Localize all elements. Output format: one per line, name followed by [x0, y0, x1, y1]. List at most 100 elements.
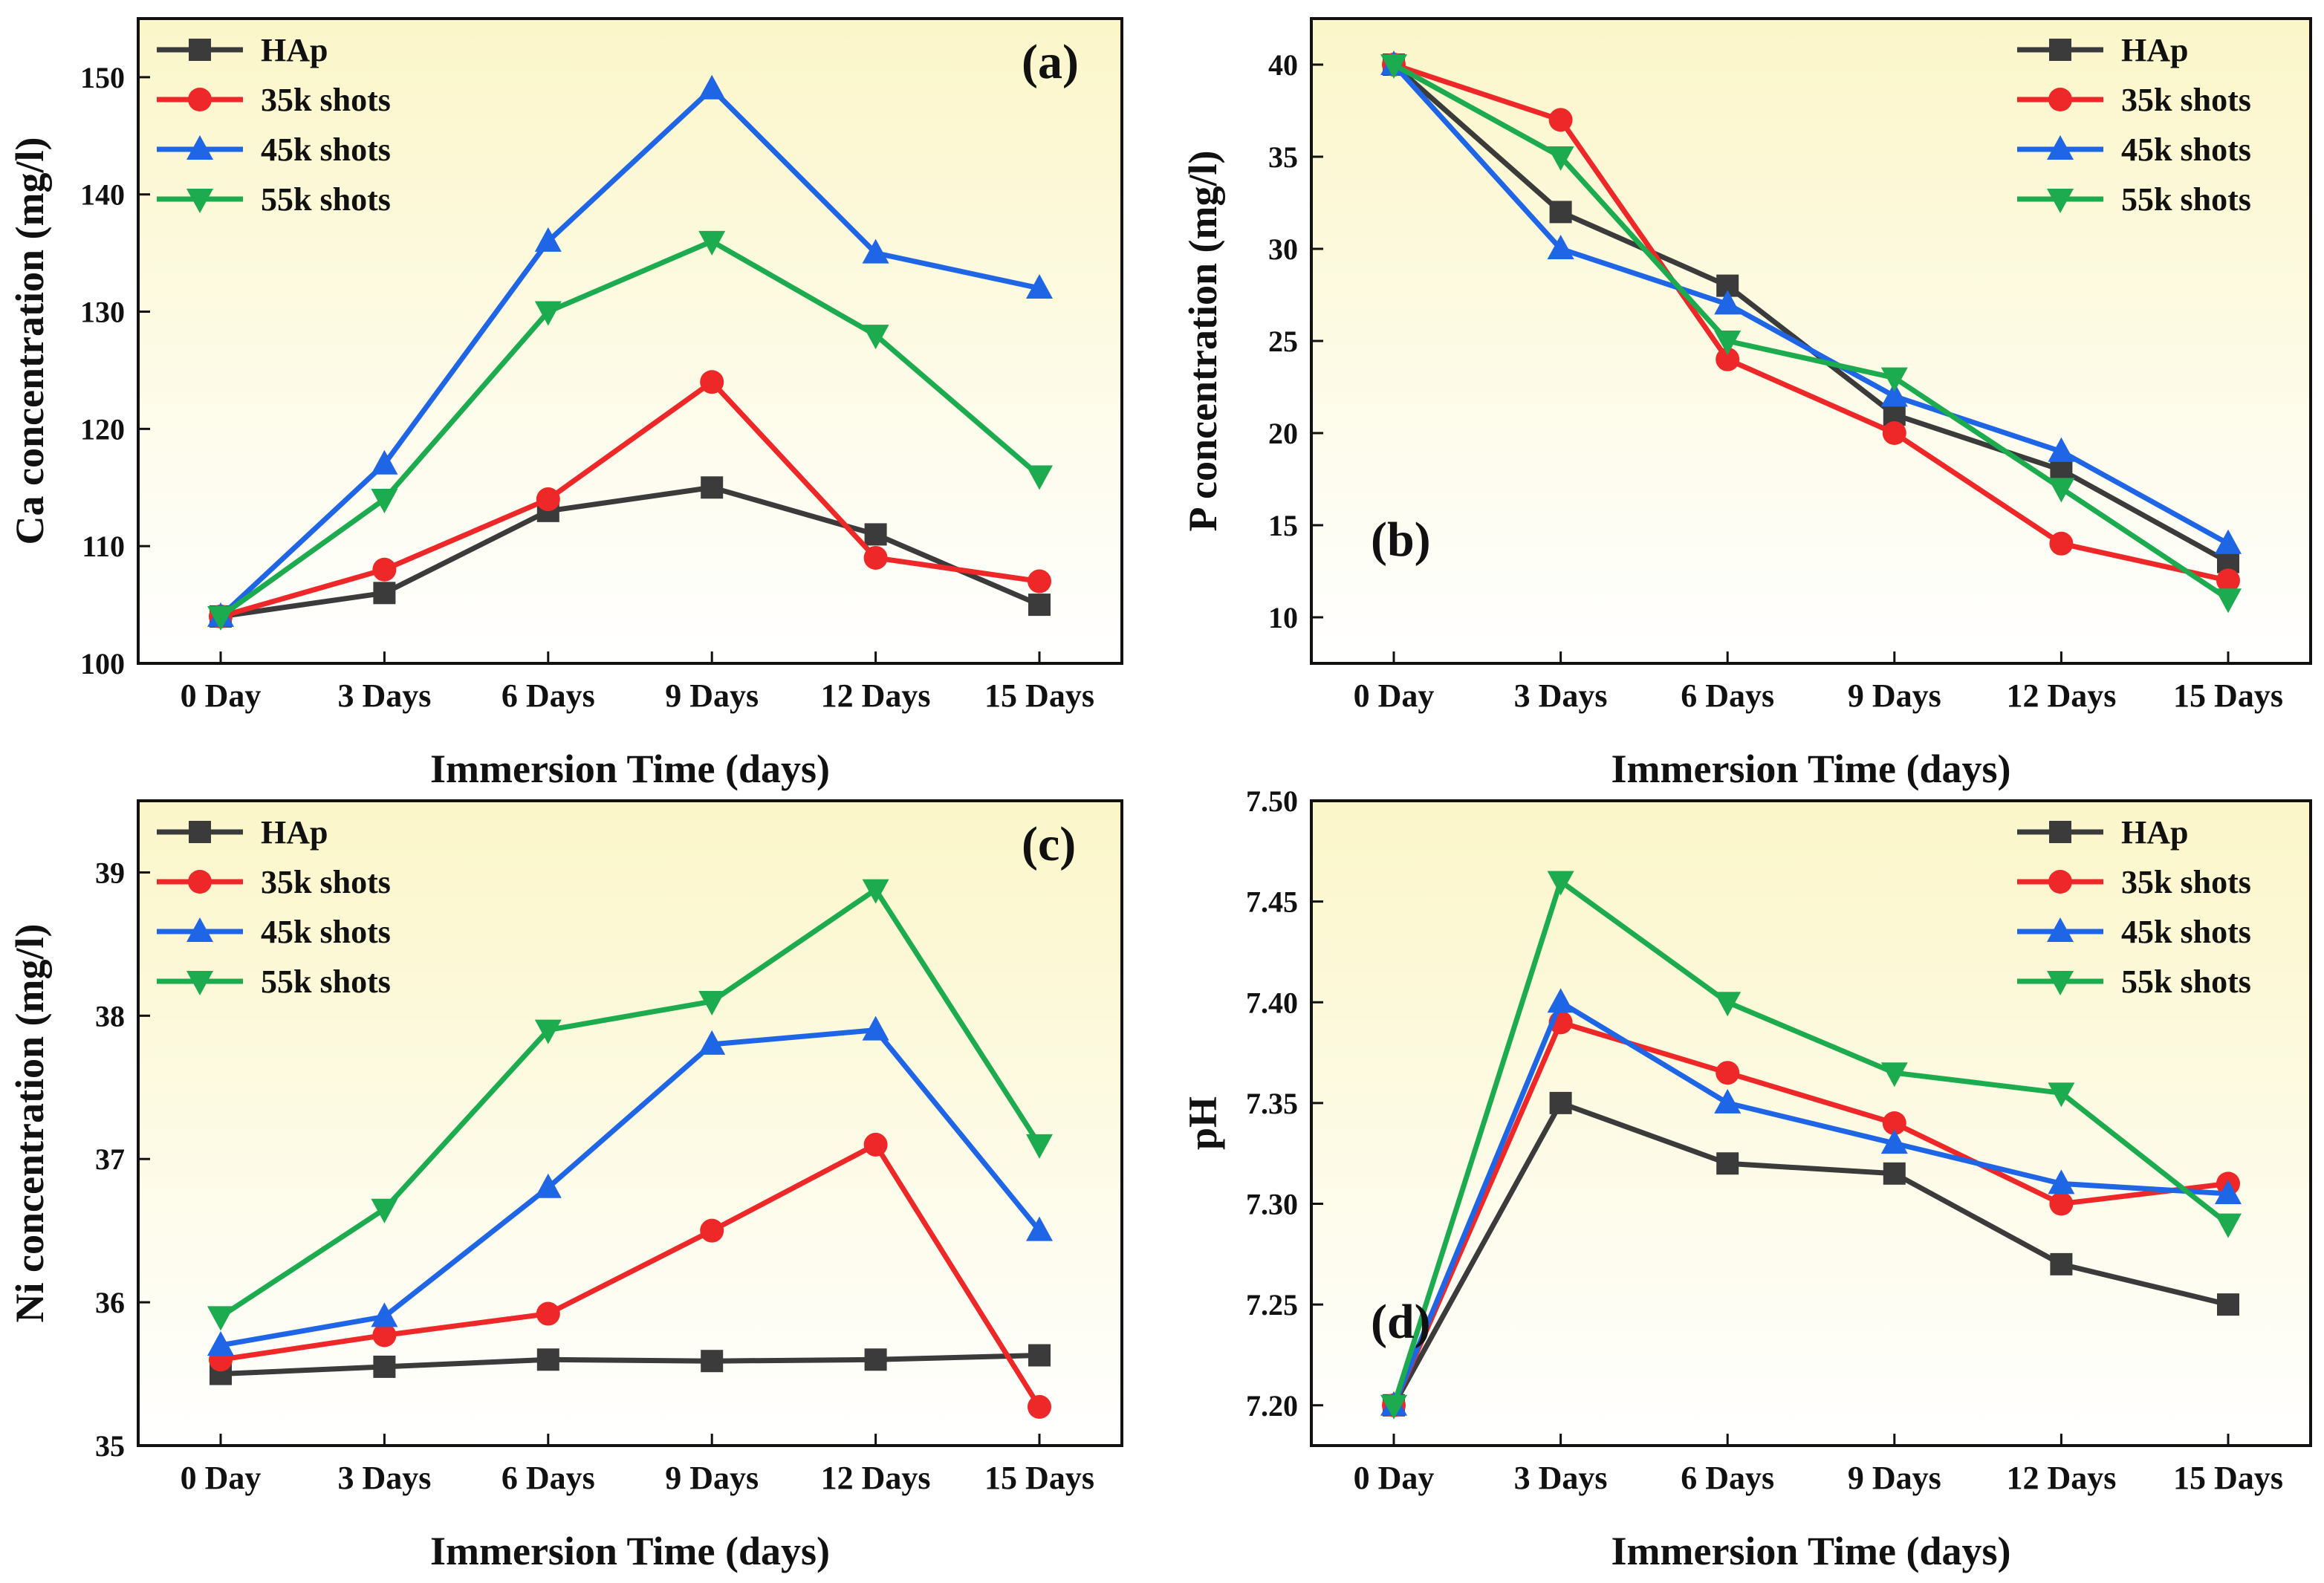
x-tick-label: 6 Days — [502, 677, 595, 714]
y-tick-label: 7.40 — [1246, 986, 1298, 1019]
data-point — [701, 476, 724, 499]
legend-label: HAp — [2121, 32, 2188, 68]
y-tick-label: 15 — [1268, 509, 1298, 542]
plot-frame — [137, 17, 1123, 665]
data-point — [534, 227, 562, 252]
legend-label: 35k shots — [261, 82, 391, 118]
plot-frame — [1310, 17, 2312, 665]
x-axis-title: Immersion Time (days) — [1611, 747, 2011, 791]
data-point — [2048, 1169, 2075, 1194]
x-tick-label: 0 Day — [181, 1460, 262, 1496]
data-point — [1028, 1344, 1051, 1367]
data-point — [536, 487, 560, 512]
y-tick-label: 120 — [80, 412, 125, 446]
y-tick-label: 100 — [80, 647, 125, 680]
legend-marker — [2047, 971, 2074, 995]
series-line — [1391, 999, 2229, 1407]
data-point — [2050, 1252, 2073, 1275]
x-tick-label: 12 Days — [2006, 677, 2116, 714]
y-tick-label: 40 — [1268, 48, 1298, 82]
y-tick-label: 140 — [80, 178, 125, 212]
data-point — [1547, 871, 1574, 896]
panel-label: (b) — [1371, 513, 1431, 567]
data-point — [534, 1173, 562, 1198]
x-tick-label: 15 Days — [2173, 677, 2283, 714]
data-point — [1714, 992, 1742, 1017]
x-tick-label: 12 Days — [821, 677, 931, 714]
legend-label: HAp — [261, 32, 328, 68]
legend-label: 35k shots — [261, 864, 391, 900]
data-point — [864, 1348, 887, 1371]
data-point — [701, 1350, 724, 1373]
data-point — [1880, 367, 1908, 392]
data-point — [1547, 235, 1574, 259]
y-tick-label: 30 — [1268, 233, 1298, 266]
data-point — [1714, 1088, 1742, 1114]
data-point — [864, 523, 887, 546]
x-tick-label: 3 Days — [1514, 677, 1608, 714]
data-point — [2049, 531, 2074, 556]
panel-label: (a) — [1022, 35, 1079, 89]
data-point — [1026, 1134, 1053, 1159]
data-point — [698, 1030, 726, 1055]
x-tick-label: 9 Days — [665, 1460, 759, 1496]
legend-marker — [2048, 88, 2072, 111]
data-point — [534, 1019, 562, 1044]
data-point — [1380, 1394, 1407, 1420]
x-tick-label: 9 Days — [665, 677, 759, 714]
data-point — [1548, 108, 1573, 132]
legend-marker — [189, 39, 211, 61]
data-point — [207, 1330, 234, 1356]
x-tick-label: 15 Days — [2173, 1460, 2283, 1496]
series-line — [1391, 1019, 2229, 1407]
data-point — [1028, 1394, 1051, 1419]
data-point — [1880, 1062, 1908, 1088]
data-point — [2050, 458, 2073, 481]
data-point — [536, 1348, 559, 1371]
legend-marker — [188, 88, 212, 111]
plot-area — [1311, 19, 2311, 663]
data-point — [1716, 1061, 1740, 1085]
panel-b: 10 15 20 25 30 35 40 0 Day 3 Days 6 Days 9 Days 12 … — [1181, 17, 2312, 791]
data-point — [1880, 382, 1908, 407]
series-line — [220, 484, 1041, 620]
legend-label: 55k shots — [261, 963, 391, 1000]
legend-marker — [2047, 189, 2074, 213]
legend-marker — [186, 189, 213, 213]
x-tick-label: 0 Day — [1354, 677, 1435, 714]
series-line — [220, 1142, 1042, 1408]
data-point — [2215, 588, 2242, 614]
x-tick-label: 3 Days — [337, 1460, 431, 1496]
data-point — [2215, 1179, 2242, 1204]
y-axis-title: Ca concentration (mg/l) — [7, 137, 52, 545]
data-point — [1026, 273, 1053, 299]
y-tick-label: 39 — [95, 856, 125, 889]
plot-area — [138, 801, 1122, 1446]
data-point — [862, 1015, 889, 1041]
legend-marker — [186, 971, 213, 995]
legend-marker — [2048, 870, 2072, 894]
data-point — [1714, 331, 1742, 355]
x-tick-label: 3 Days — [1514, 1460, 1608, 1496]
panel-label: (c) — [1022, 817, 1076, 871]
data-point — [373, 1355, 396, 1378]
y-tick-label: 110 — [82, 530, 125, 563]
data-point — [373, 582, 396, 605]
data-point — [700, 1218, 724, 1243]
panel-label: (d) — [1371, 1295, 1431, 1349]
series-line — [219, 887, 1042, 1319]
legend-marker — [2049, 39, 2071, 61]
legend-label: 45k shots — [261, 914, 391, 950]
y-axis-title: P concentration (mg/l) — [1181, 151, 1225, 532]
data-point — [1026, 1216, 1053, 1241]
data-point — [371, 489, 398, 514]
y-axis-title: Ni concentration (mg/l) — [7, 924, 52, 1323]
y-tick-label: 150 — [80, 61, 125, 94]
y-tick-label: 7.30 — [1246, 1188, 1298, 1221]
data-point — [2049, 1192, 2074, 1216]
x-tick-label: 12 Days — [2006, 1460, 2116, 1496]
legend-label: 35k shots — [2121, 82, 2251, 118]
legend-label: 45k shots — [2121, 131, 2251, 168]
series-line — [220, 379, 1040, 620]
y-tick-label: 10 — [1268, 601, 1298, 634]
